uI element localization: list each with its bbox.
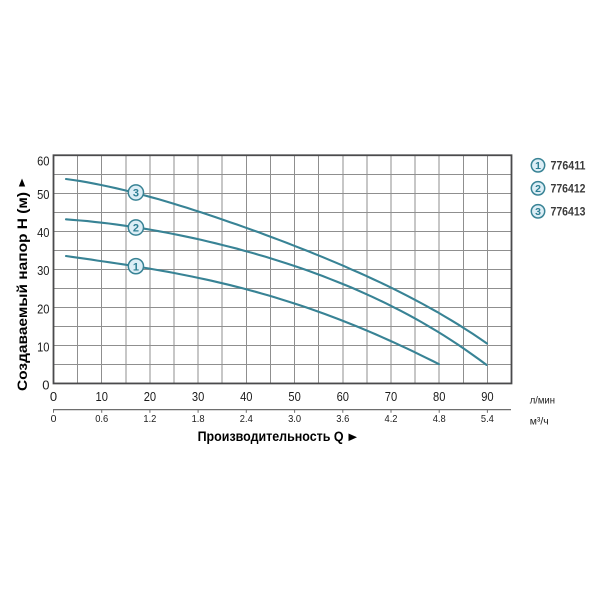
svg-text:4.2: 4.2 [385,413,398,425]
svg-text:2: 2 [535,183,541,195]
svg-text:л/мин: л/мин [530,395,555,407]
svg-text:10: 10 [37,339,49,354]
svg-text:0: 0 [51,413,57,425]
svg-text:90: 90 [481,389,493,404]
svg-text:3: 3 [535,206,541,218]
svg-text:1.8: 1.8 [192,413,205,425]
svg-text:0: 0 [50,389,57,404]
svg-text:м³/ч: м³/ч [530,416,549,428]
svg-text:50: 50 [288,389,300,404]
svg-text:3: 3 [133,188,139,200]
svg-text:1: 1 [535,160,541,172]
svg-text:3.6: 3.6 [336,413,349,425]
svg-text:2: 2 [133,223,139,235]
svg-text:20: 20 [144,389,156,404]
svg-text:776412: 776412 [551,182,586,196]
svg-text:60: 60 [37,153,49,168]
svg-text:2.4: 2.4 [240,413,253,425]
svg-text:80: 80 [433,389,445,404]
svg-text:776411: 776411 [551,159,586,173]
svg-text:3.0: 3.0 [288,413,301,425]
svg-text:1.2: 1.2 [143,413,156,425]
svg-text:60: 60 [337,389,349,404]
svg-text:30: 30 [192,389,204,404]
svg-text:30: 30 [37,263,49,278]
svg-text:40: 40 [240,389,252,404]
svg-text:0: 0 [42,377,49,392]
svg-text:776413: 776413 [551,205,586,219]
svg-text:1: 1 [133,261,139,273]
svg-text:0.6: 0.6 [95,413,108,425]
svg-text:Создаваемый напор Н (м): Создаваемый напор Н (м) [14,192,30,391]
svg-text:20: 20 [37,301,49,316]
svg-text:70: 70 [385,389,397,404]
svg-text:Производительность Q: Производительность Q [198,428,344,444]
svg-text:50: 50 [37,187,49,202]
svg-text:40: 40 [37,225,49,240]
svg-text:5.4: 5.4 [481,413,494,425]
svg-text:10: 10 [96,389,108,404]
svg-text:4.8: 4.8 [433,413,446,425]
